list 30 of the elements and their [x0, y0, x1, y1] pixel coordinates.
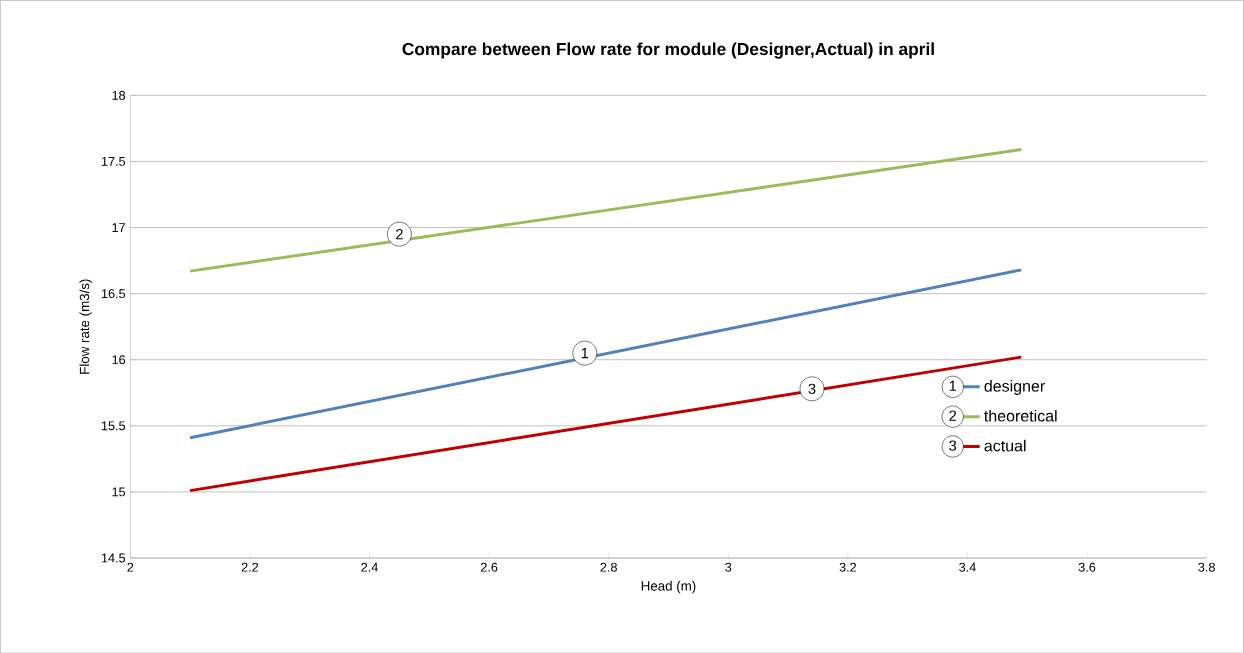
y-tick-label: 16.5 — [101, 288, 126, 298]
annotation: 2 — [396, 228, 403, 240]
x-tick-label: 2.4 — [361, 562, 378, 572]
y-axis-title: Flow rate (m3/s) — [79, 279, 92, 374]
legend-label: designer — [984, 379, 1045, 395]
x-tick-label: 3.8 — [1198, 562, 1215, 572]
x-tick-label: 3.4 — [959, 562, 976, 572]
y-tick-label: 16 — [112, 355, 126, 365]
x-tick-label: 3.2 — [839, 562, 857, 572]
y-tick-label: 17.5 — [101, 156, 126, 166]
x-tick-label: 2.2 — [241, 562, 259, 572]
legend-label: theoretical — [984, 409, 1057, 422]
text: 1 — [949, 380, 957, 391]
annotation: 1 — [581, 347, 589, 358]
text: 3 — [949, 440, 957, 451]
y-tick-label: 17 — [112, 222, 125, 232]
legend-label: actual — [984, 439, 1026, 452]
y-tick-label: 18 — [112, 90, 126, 100]
y-tick-label: 15.5 — [101, 421, 126, 431]
text: 2 — [949, 410, 957, 421]
x-tick-label: 3.6 — [1078, 562, 1096, 572]
annotation: 3 — [808, 383, 816, 394]
x-tick-label: 2.8 — [600, 562, 617, 572]
x-tick-label: 2 — [127, 562, 134, 572]
y-tick-label: 14.5 — [101, 553, 126, 563]
y-tick-label: 15 — [112, 487, 126, 497]
chart-title: Compare between Flow rate for module (Designer,Actual) in april — [402, 42, 934, 59]
x-axis-title: Head (m) — [641, 580, 696, 594]
x-tick-label: 3 — [725, 562, 732, 572]
x-tick-label: 2.6 — [480, 562, 498, 572]
